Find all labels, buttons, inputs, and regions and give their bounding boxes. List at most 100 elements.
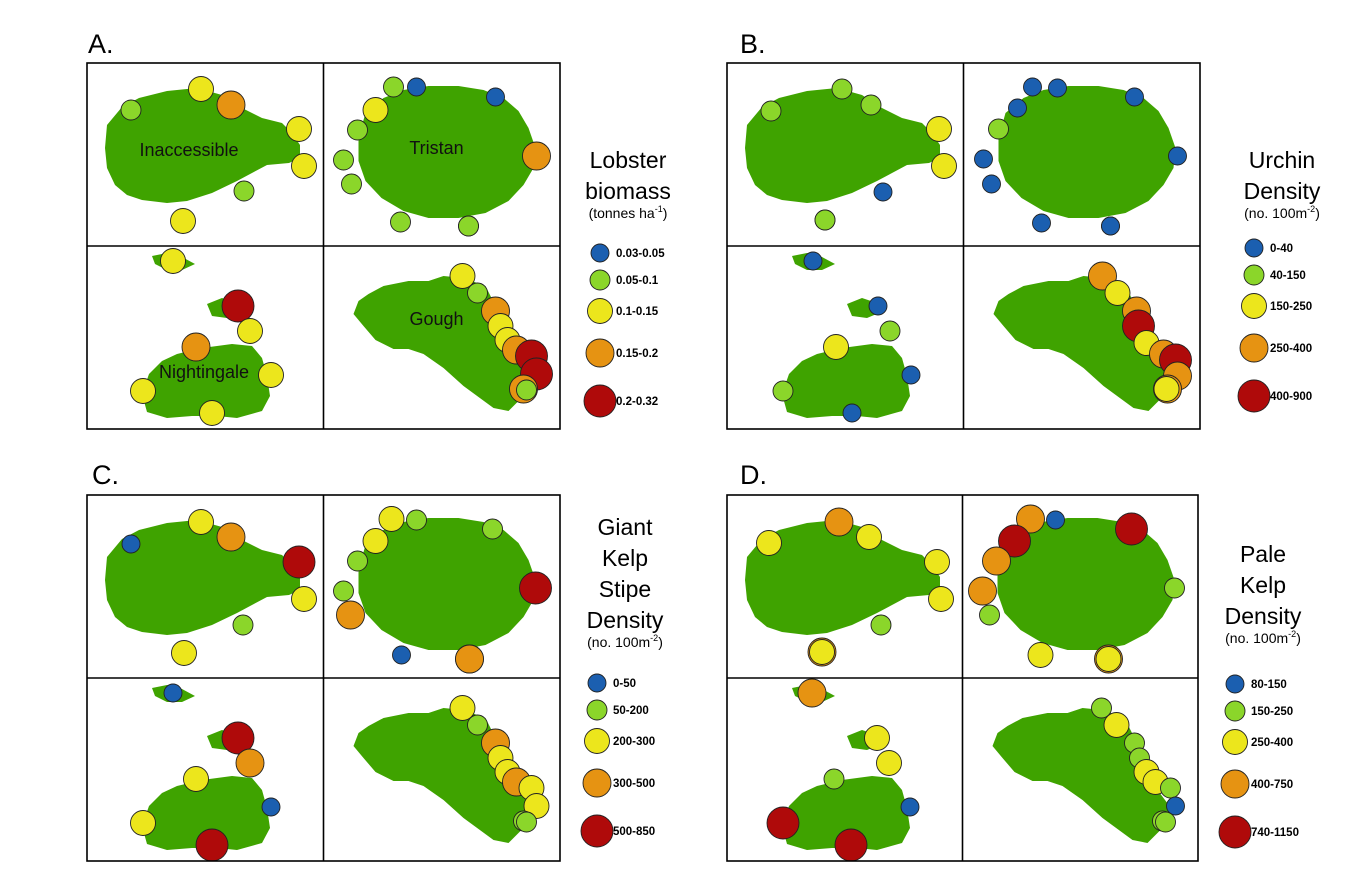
land-nightingale — [782, 344, 910, 418]
site-marker — [390, 211, 411, 233]
legend-swatch — [590, 243, 610, 263]
site-marker — [516, 811, 537, 833]
site-marker — [291, 586, 317, 612]
panel-c: C. — [86, 460, 561, 862]
land-tristan — [358, 518, 536, 650]
site-marker — [232, 614, 254, 636]
legend-swatch — [1237, 379, 1271, 413]
legend: Lobster biomass(tonnes ha-1) 0.03-0.05 0.05… — [583, 147, 671, 418]
site-marker — [482, 518, 503, 540]
site-marker — [221, 721, 255, 755]
site-marker — [199, 400, 225, 426]
site-marker — [455, 644, 484, 674]
site-marker — [282, 545, 316, 579]
site-marker — [333, 580, 354, 602]
legend-unit-end: ) — [1296, 630, 1301, 646]
site-marker — [924, 549, 950, 575]
island-inaccessible: Inaccessible — [105, 76, 317, 234]
site-marker — [860, 94, 882, 116]
island-gough — [353, 695, 550, 843]
legend-range-label: 200-300 — [613, 736, 655, 748]
site-marker — [407, 77, 426, 97]
site-marker — [347, 119, 368, 141]
land-tristan — [997, 518, 1175, 650]
site-marker — [362, 528, 389, 554]
site-marker — [467, 282, 488, 304]
island-inaccessible — [105, 509, 317, 666]
site-marker — [834, 828, 868, 862]
site-marker — [458, 215, 479, 237]
legend-title: Urchin — [1249, 147, 1315, 173]
legend-range-label: 0.03-0.05 — [616, 248, 665, 260]
panel-d: D. — [726, 460, 1199, 862]
legend-swatch — [1241, 293, 1267, 319]
site-marker — [1023, 77, 1042, 97]
label-inaccessible: Inaccessible — [139, 140, 238, 160]
legend-title: Density — [1244, 178, 1321, 204]
legend-range-label: 400-750 — [1251, 779, 1293, 791]
site-marker — [1125, 87, 1144, 107]
site-marker — [968, 576, 997, 606]
site-marker — [864, 725, 890, 751]
site-marker — [879, 320, 901, 342]
panel-letter: D. — [740, 460, 767, 490]
legend-unit: (no. 100m-2) — [1225, 629, 1301, 646]
land-nightingale — [782, 776, 910, 850]
land-inaccessible — [745, 520, 940, 635]
legend-title: biomass — [585, 178, 671, 204]
legend-unit-sup: -2 — [650, 633, 658, 643]
legend-swatch — [580, 814, 614, 848]
site-marker — [772, 380, 794, 402]
site-marker — [979, 604, 1000, 626]
site-marker — [181, 332, 211, 362]
site-marker — [1115, 512, 1148, 546]
site-marker — [1153, 376, 1180, 402]
island-gough — [992, 697, 1185, 843]
legend-unit: (no. 100m-2) — [1244, 204, 1320, 221]
legend-range-label: 740-1150 — [1251, 827, 1299, 839]
site-marker — [1104, 280, 1131, 306]
legend-unit-sup: -2 — [1307, 204, 1315, 214]
site-marker — [233, 180, 255, 202]
site-marker — [1168, 146, 1187, 166]
island-nightingale — [130, 683, 281, 862]
site-marker — [876, 750, 902, 776]
site-marker — [341, 173, 362, 195]
legend-title: Kelp — [602, 545, 648, 571]
legend-swatch — [587, 298, 613, 324]
legend-range-label: 0.1-0.15 — [616, 306, 659, 318]
site-marker — [216, 90, 246, 120]
island-inaccessible — [745, 78, 957, 231]
site-marker — [216, 522, 246, 552]
land-nightingale — [142, 344, 270, 418]
legend-swatch — [587, 673, 607, 693]
legend: Pale Kelp Density(no. 100m-2) 80-150 150-250… — [1218, 541, 1302, 849]
site-marker — [392, 645, 411, 665]
legend-unit-sup: -1 — [655, 204, 663, 214]
site-marker — [982, 546, 1011, 576]
site-marker — [1032, 213, 1051, 233]
panel-b: B. — [726, 29, 1201, 430]
site-marker — [120, 99, 142, 121]
site-marker — [931, 153, 957, 179]
legend-unit: (tonnes ha-1) — [589, 204, 668, 221]
site-marker — [291, 153, 317, 179]
site-marker — [195, 828, 229, 862]
panel-a: A. Inaccessible Tristan Nightingale Gough — [86, 29, 561, 430]
legend-unit-end: ) — [663, 205, 668, 221]
legend-range-label: 0-40 — [1270, 243, 1293, 255]
site-marker — [183, 766, 209, 792]
legend-range-label: 250-400 — [1270, 343, 1312, 355]
site-marker — [1095, 646, 1122, 672]
site-marker — [1046, 510, 1065, 530]
site-marker — [988, 118, 1009, 140]
site-marker — [901, 365, 921, 385]
legend-range-label: 500-850 — [613, 826, 655, 838]
land-inaccessible — [745, 88, 940, 203]
legend-range-label: 40-150 — [1270, 270, 1306, 282]
label-tristan: Tristan — [409, 138, 463, 158]
legend-swatch — [582, 768, 612, 798]
legend-swatch — [584, 728, 610, 754]
legend-swatch — [1218, 815, 1252, 849]
site-marker — [221, 289, 255, 323]
